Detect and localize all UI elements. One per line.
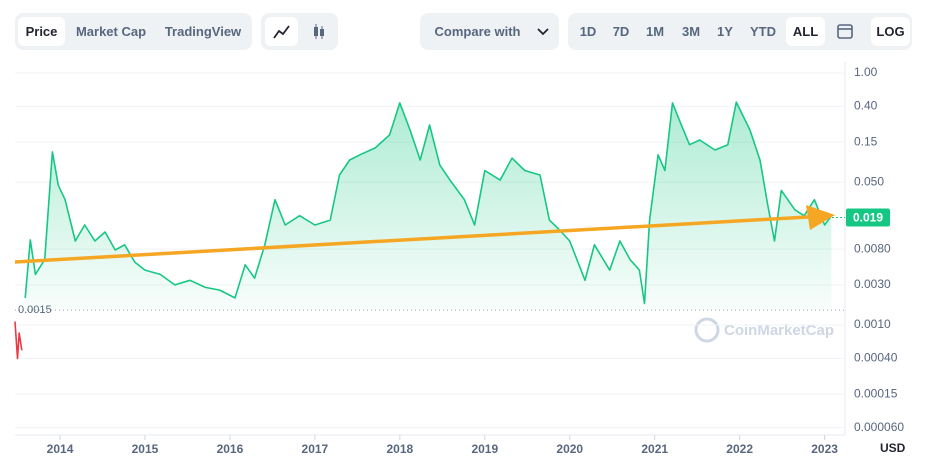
x-tick-label: 2020	[556, 442, 583, 456]
calendar-icon	[837, 24, 853, 39]
x-tick-label: 2019	[471, 442, 498, 456]
range-1d[interactable]: 1D	[579, 24, 597, 39]
range-ytd[interactable]: YTD	[750, 24, 776, 39]
price-area	[25, 102, 832, 310]
y-tick-label: 0.0010	[854, 317, 891, 331]
y-tick-label: 1.00	[854, 65, 878, 79]
x-tick-label: 2023	[811, 442, 838, 456]
compare-dropdown[interactable]	[420, 13, 559, 50]
x-tick-label: 2017	[302, 442, 329, 456]
range-3m[interactable]: 3M	[681, 24, 701, 39]
candle-icon	[314, 24, 324, 39]
x-tick-label: 2015	[132, 442, 159, 456]
range-1y[interactable]: 1Y	[717, 24, 733, 39]
tab-tradingview[interactable]: TradingView	[164, 24, 242, 39]
x-tick-label: 2018	[386, 442, 413, 456]
y-tick-label: 0.00015	[854, 386, 898, 400]
y-tick-label: 0.000060	[854, 420, 904, 434]
range-group	[568, 13, 912, 50]
y-tick-label: 0.050	[854, 174, 884, 188]
trend-arrow	[14, 215, 809, 264]
calendar-button[interactable]	[831, 17, 859, 46]
x-tick-label: 2022	[726, 442, 753, 456]
trend-arrowhead	[806, 205, 835, 230]
range-all[interactable]: ALL	[786, 17, 825, 46]
current-price-label: 0.019	[853, 211, 883, 225]
y-tick-label: 0.0030	[854, 277, 891, 291]
log-toggle[interactable]: LOG	[871, 17, 910, 46]
watermark-text: CoinMarketCap	[724, 322, 834, 339]
range-7d[interactable]: 7D	[612, 24, 630, 39]
line-icon	[273, 25, 290, 39]
y-tick-label: 0.40	[854, 99, 878, 113]
compare-label[interactable]: Compare with	[434, 24, 521, 39]
y-tick-label: 0.15	[854, 134, 878, 148]
price-line	[14, 321, 23, 360]
x-tick-label: 2021	[641, 442, 668, 456]
line-chart-button[interactable]	[265, 17, 298, 46]
y-tick-label: 0.00040	[854, 351, 898, 365]
x-tick-label: 2014	[47, 442, 74, 456]
x-tick-label: 2016	[217, 442, 244, 456]
y-tick-label: 0.0080	[854, 241, 891, 255]
candle-chart-button[interactable]	[302, 17, 335, 46]
currency-label: USD	[880, 441, 906, 455]
watermark: CoinMarketCap	[694, 317, 834, 343]
range-1m[interactable]: 1M	[645, 24, 665, 39]
tab-price[interactable]: Price	[18, 17, 65, 46]
tab-market-cap[interactable]: Market Cap	[75, 24, 147, 39]
chevron-icon	[537, 28, 549, 36]
current-price-box	[846, 208, 890, 227]
